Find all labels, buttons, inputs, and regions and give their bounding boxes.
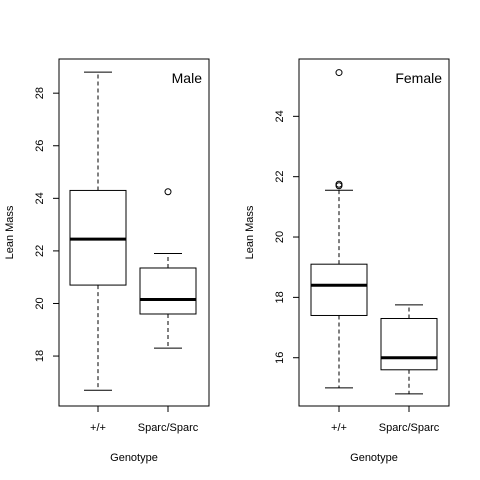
- y-tick-label: 24: [274, 110, 286, 122]
- box-body: [310, 263, 368, 316]
- y-tick-label: 22: [274, 171, 286, 183]
- panel-label: Female: [395, 70, 442, 86]
- y-tick-label: 22: [34, 245, 46, 257]
- plot-frame: [298, 58, 450, 407]
- y-tick-label: 18: [274, 291, 286, 303]
- y-axis-title: Lean Mass: [4, 205, 16, 259]
- y-tick-label: 24: [34, 192, 46, 204]
- x-tick-label: +/+: [90, 422, 106, 434]
- box-0: [310, 69, 368, 389]
- x-tick-label: Sparc/Sparc: [138, 422, 199, 434]
- panel-1: 16 18 20 22 24 +/+ Sparc/Sparc Genotype Lean Mas…: [244, 58, 450, 464]
- outlier-point: [335, 69, 343, 77]
- panels: 18 20 22 24 26 28 +/+ Sparc/Sparc Genotype Lean M…: [4, 58, 450, 464]
- y-axis-title: Lean Mass: [244, 205, 256, 259]
- x-tick-label: +/+: [331, 422, 347, 434]
- panel-label: Male: [172, 70, 203, 86]
- y-tick-label: 20: [34, 297, 46, 309]
- box-1: [380, 304, 438, 395]
- plot-frame: [58, 58, 210, 407]
- box-0: [69, 71, 127, 391]
- x-tick-label: Sparc/Sparc: [379, 422, 440, 434]
- x-axis-title: Genotype: [110, 452, 158, 464]
- y-tick-label: 16: [274, 352, 286, 364]
- y-tick-label: 26: [34, 140, 46, 152]
- outlier-point: [164, 188, 172, 196]
- y-tick-label: 20: [274, 231, 286, 243]
- box-1: [139, 188, 197, 349]
- y-tick-label: 18: [34, 350, 46, 362]
- x-axis-title: Genotype: [350, 452, 398, 464]
- box-body: [139, 267, 197, 315]
- y-tick-label: 28: [34, 87, 46, 99]
- panel-0: 18 20 22 24 26 28 +/+ Sparc/Sparc Genotype Lean M…: [4, 58, 210, 464]
- box-body: [380, 317, 438, 371]
- outlier-point: [335, 180, 343, 188]
